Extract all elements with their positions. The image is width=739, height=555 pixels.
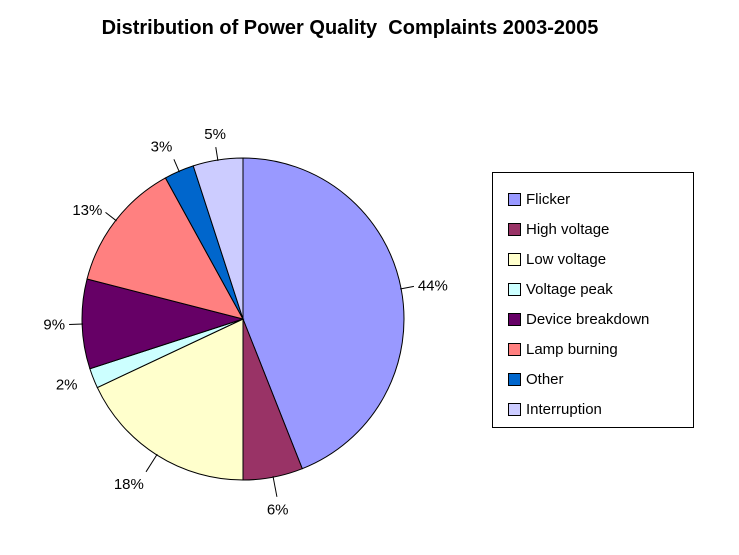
leader-line (215, 147, 219, 162)
leader-line (105, 211, 117, 222)
legend-item-label: Voltage peak (526, 280, 613, 298)
chart-title: Distribution of Power Quality Complaints… (101, 17, 599, 39)
slice-label: 13% (72, 202, 102, 219)
legend-item-label: Other (526, 370, 564, 388)
leader-line (173, 159, 180, 173)
legend-item-label: Low voltage (526, 250, 607, 268)
legend-swatch (508, 402, 521, 416)
legend-item: Voltage peak (508, 274, 693, 304)
legend-swatch (508, 252, 521, 266)
slice-label: 6% (267, 502, 289, 519)
legend-item: Device breakdown (508, 304, 693, 334)
legend-swatch (508, 342, 521, 356)
legend-item: Flicker (508, 184, 693, 214)
leader-line (400, 285, 415, 290)
legend-item-label: Interruption (526, 400, 602, 418)
slice-label: 9% (43, 317, 65, 334)
legend-item-label: High voltage (526, 220, 610, 238)
legend-item-label: Lamp burning (526, 340, 618, 358)
legend-item: High voltage (508, 214, 693, 244)
legend-swatch (508, 192, 521, 206)
legend-item: Interruption (508, 394, 693, 424)
legend-item-label: Device breakdown (526, 310, 650, 328)
leader-line (145, 453, 158, 473)
legend-swatch (508, 312, 521, 326)
slice-label: 2% (56, 377, 78, 394)
legend: Flicker High voltage Low voltage Voltage pe… (492, 172, 694, 428)
legend-swatch (508, 282, 521, 296)
leader-line (272, 476, 278, 497)
slice-label: 3% (151, 139, 173, 156)
legend-item: Low voltage (508, 244, 693, 274)
legend-item: Other (508, 364, 693, 394)
legend-swatch (508, 372, 521, 386)
legend-item: Lamp burning (508, 334, 693, 364)
slice-label: 18% (114, 476, 144, 493)
legend-item-label: Flicker (526, 190, 571, 208)
slice-label: 5% (204, 126, 226, 143)
legend-swatch (508, 222, 521, 236)
slice-label: 44% (418, 278, 448, 295)
